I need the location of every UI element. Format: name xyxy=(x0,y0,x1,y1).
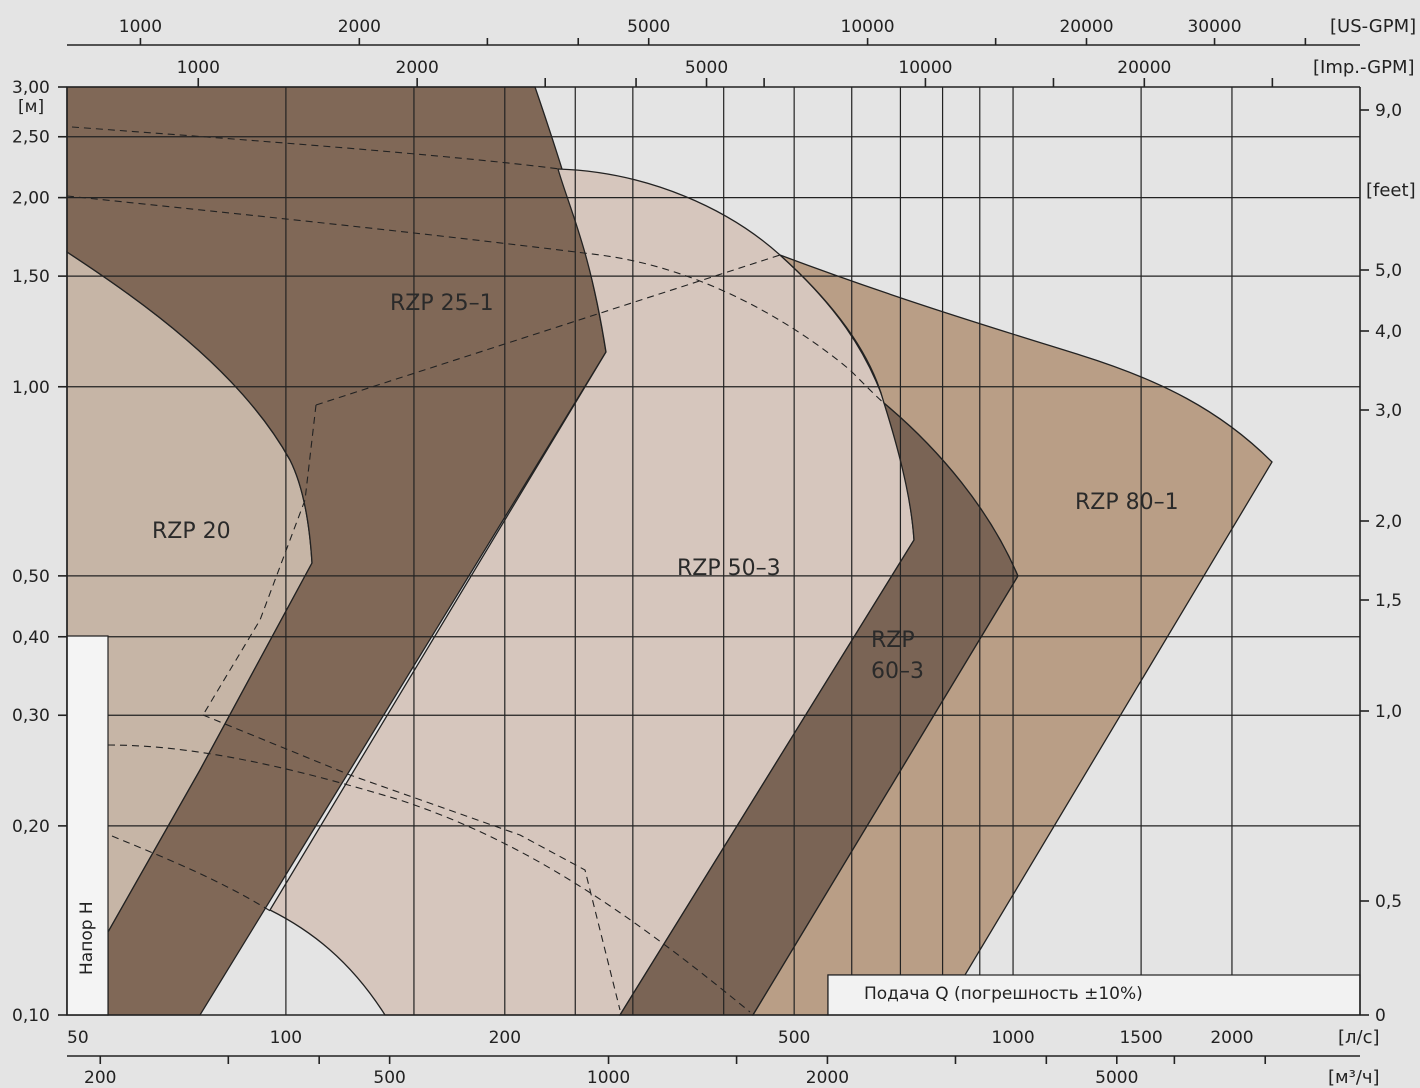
dashed-curve-5 xyxy=(202,714,621,1011)
us-gpm-tick-label: 30000 xyxy=(1187,17,1241,37)
y-tick-label: 2,00 xyxy=(12,189,50,209)
imp-gpm-tick-label: 2000 xyxy=(396,58,439,78)
us-gpm-tick-label: 20000 xyxy=(1059,17,1113,37)
dashed-curve-6 xyxy=(107,744,751,1013)
dashed-curve-3 xyxy=(315,254,781,406)
us-gpm-unit: [US-GPM] xyxy=(1330,16,1416,37)
feet-tick-label: 4,0 xyxy=(1375,322,1402,342)
x-tick-label: 100 xyxy=(270,1028,302,1048)
x-tick-label: 1500 xyxy=(1119,1028,1162,1048)
x-axis-label: Подача Q (погрешность ±10%) xyxy=(864,984,1143,1004)
y-tick-label: 1,50 xyxy=(12,267,50,287)
y-tick-label: 0,10 xyxy=(12,1006,50,1026)
m3h-tick-label: 1000 xyxy=(587,1068,630,1088)
label-rzp80-1: RZP 80–1 xyxy=(1075,490,1179,515)
us-gpm-tick-label: 2000 xyxy=(338,17,381,37)
feet-unit: [feet] xyxy=(1366,180,1416,201)
imp-gpm-unit: [Imp.-GPM] xyxy=(1313,57,1415,78)
label-rzp60-3-a: RZP xyxy=(871,628,915,653)
feet-tick-label: 5,0 xyxy=(1375,261,1402,281)
m3h-tick-label: 500 xyxy=(373,1068,405,1088)
y-tick-label: 0,20 xyxy=(12,817,50,837)
label-rzp50-3: RZP 50–3 xyxy=(677,556,781,581)
m3h-tick-label: 200 xyxy=(84,1068,116,1088)
us-gpm-tick-label: 1000 xyxy=(119,17,162,37)
y-tick-label: 0,30 xyxy=(12,706,50,726)
m3h-unit: [м³/ч] xyxy=(1328,1067,1380,1088)
y-tick-label: 2,50 xyxy=(12,128,50,148)
imp-gpm-tick-label: 1000 xyxy=(177,58,220,78)
feet-tick-label: 0 xyxy=(1375,1006,1386,1026)
m3h-tick-label: 2000 xyxy=(806,1068,849,1088)
feet-tick-label: 1,5 xyxy=(1375,591,1402,611)
y-tick-label: 3,00 xyxy=(12,78,50,98)
imp-gpm-tick-label: 10000 xyxy=(898,58,952,78)
dashed-curve-4 xyxy=(202,404,317,716)
axes xyxy=(66,44,1361,1057)
y-tick-label: 1,00 xyxy=(12,378,50,398)
dashed-curve-2 xyxy=(66,195,885,404)
us-gpm-tick-label: 10000 xyxy=(841,17,895,37)
xlabel-box xyxy=(827,974,1361,1016)
label-rzp20: RZP 20 xyxy=(152,519,231,544)
x-tick-label: 500 xyxy=(778,1028,810,1048)
x-tick-label: 50 xyxy=(67,1028,89,1048)
feet-tick-label: 1,0 xyxy=(1375,702,1402,722)
us-gpm-tick-label: 5000 xyxy=(627,17,670,37)
imp-gpm-tick-label: 20000 xyxy=(1117,58,1171,78)
feet-tick-label: 0,5 xyxy=(1375,892,1402,912)
label-rzp25-1: RZP 25–1 xyxy=(390,291,494,316)
x-unit-label: [л/с] xyxy=(1338,1027,1380,1048)
x-tick-label: 1000 xyxy=(991,1028,1034,1048)
dashed-curve-top xyxy=(71,126,561,170)
imp-gpm-tick-label: 5000 xyxy=(685,58,728,78)
feet-tick-label: 9,0 xyxy=(1375,101,1402,121)
dashed-curves xyxy=(66,126,885,1013)
feet-tick-label: 3,0 xyxy=(1375,401,1402,421)
x-tick-label: 200 xyxy=(489,1028,521,1048)
x-tick-label: 2000 xyxy=(1210,1028,1253,1048)
feet-tick-label: 2,0 xyxy=(1375,512,1402,532)
label-rzp60-3-b: 60–3 xyxy=(871,659,924,684)
y-tick-label: 0,40 xyxy=(12,628,50,648)
dashed-curve-7 xyxy=(111,835,273,913)
y-axis-label: Напор H xyxy=(77,901,97,975)
tick-labels: 50 100 200 500 1000 1500 2000 [л/с]0,100,200,30… xyxy=(12,16,1416,1088)
y-unit-label: [м] xyxy=(18,97,44,117)
m3h-tick-label: 5000 xyxy=(1095,1068,1138,1088)
y-tick-label: 0,50 xyxy=(12,567,50,587)
grid-lines xyxy=(67,87,1360,1015)
